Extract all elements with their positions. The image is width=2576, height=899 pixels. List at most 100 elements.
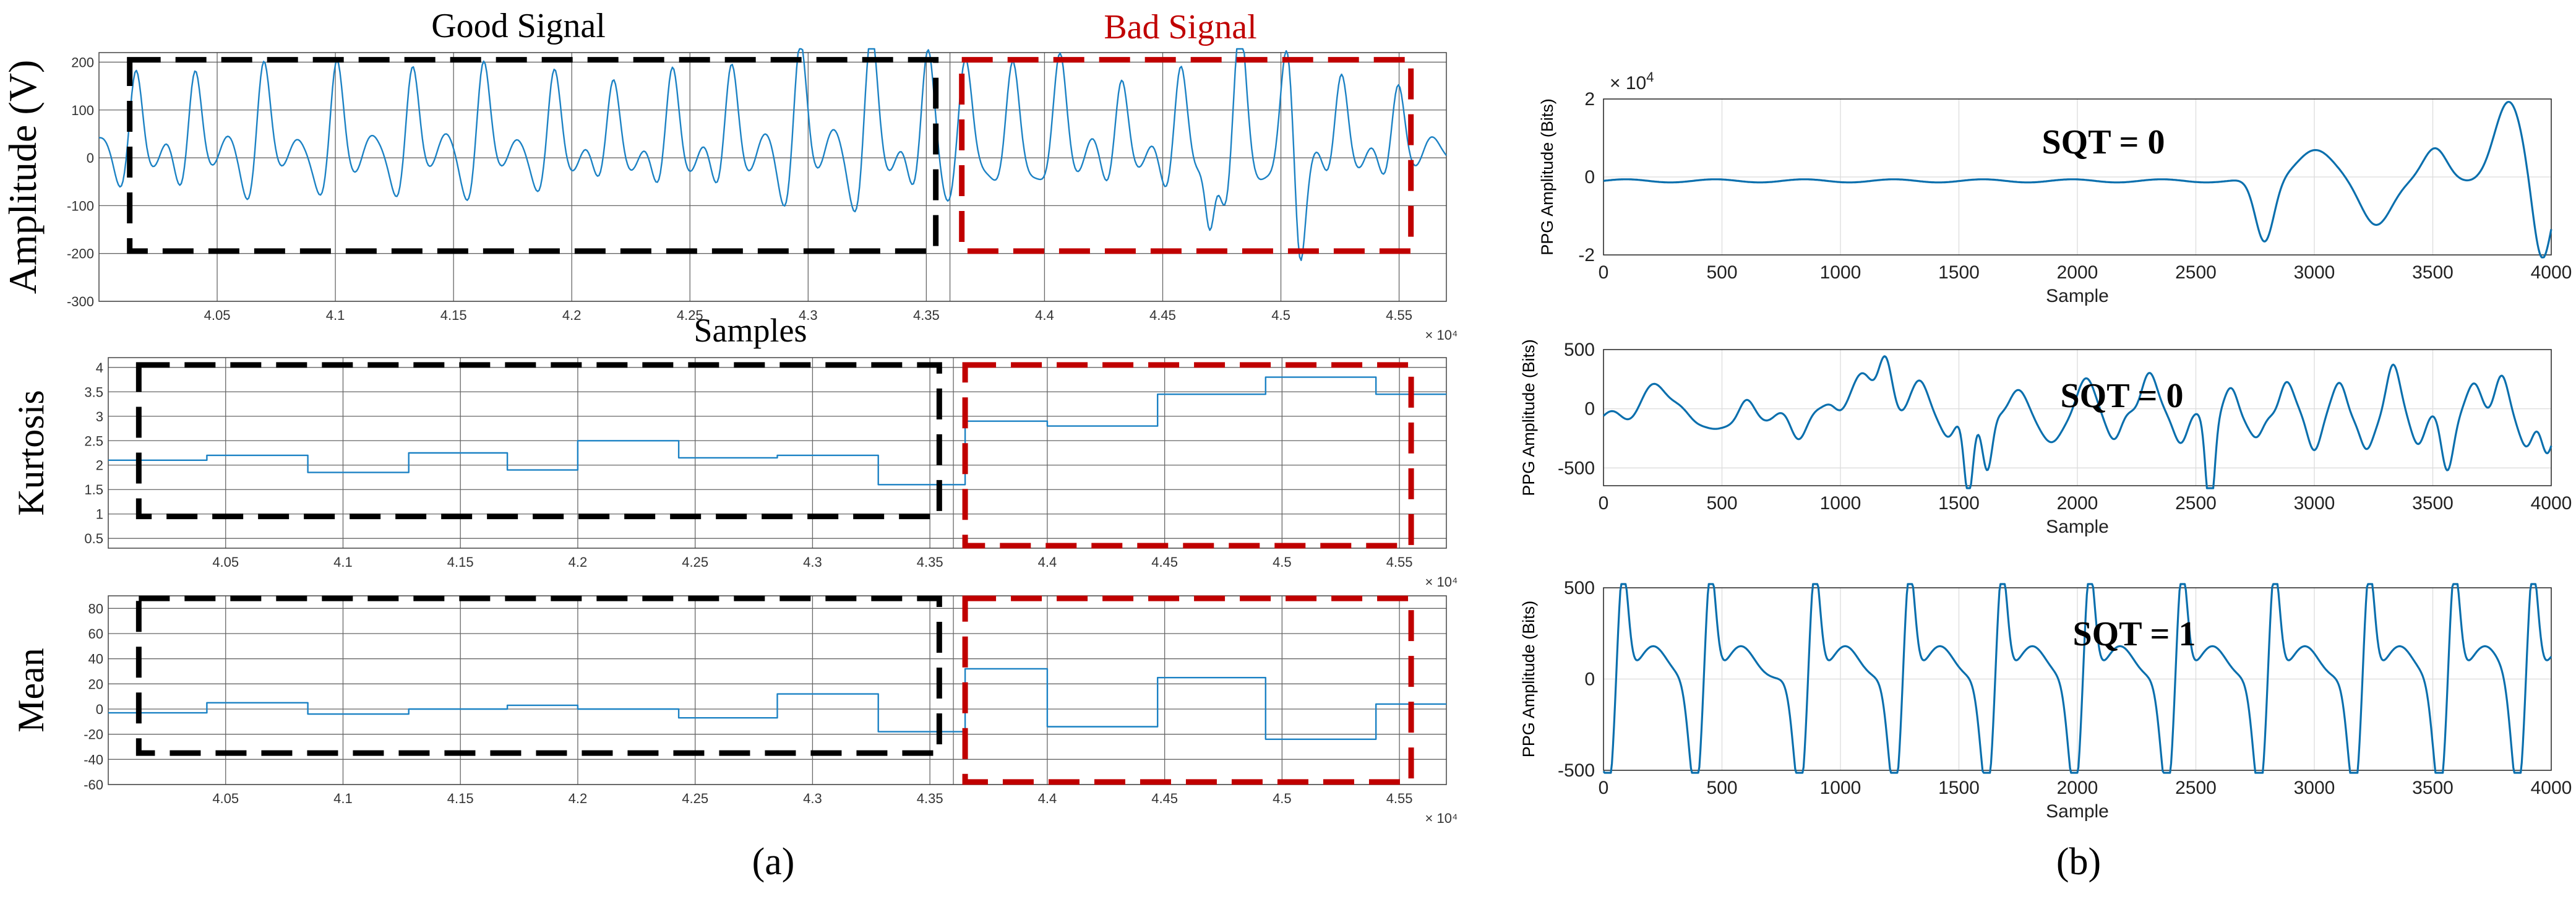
y-tick-label: 500 — [1564, 578, 1595, 598]
x-tick-label: 3500 — [2412, 493, 2454, 514]
x-tick-label: 4.35 — [917, 791, 943, 806]
ppg-panel-3: 0 500 1000 1500 2000 2500 3000 3500 4000-5000500… — [1519, 578, 2572, 822]
x-tick-label: 1500 — [1938, 493, 1980, 514]
y-axis-label: PPG Amplitude (Bits) — [1519, 339, 1538, 496]
samples-axis-label: Samples — [694, 312, 807, 349]
x-tick-label: 4.25 — [682, 791, 708, 806]
x-tick-label: 0 — [1599, 262, 1609, 283]
y-tick-label: -100 — [67, 198, 94, 213]
y-tick-label: 0 — [87, 150, 94, 166]
amplitude-panel: 4.05 4.1 4.15 4.2 4.25 4.3 4.35 4.4 4.45 4.5 4.55 -… — [1, 48, 1458, 343]
x-scale-label: × 10⁴ — [1425, 574, 1458, 590]
plot-frame — [108, 357, 1447, 549]
y-tick-label: -2 — [1578, 245, 1595, 265]
x-tick-label: 0 — [1599, 493, 1609, 514]
y-axis-label: Amplitude (V) — [1, 60, 45, 295]
x-scale-label: × 10⁴ — [1425, 811, 1458, 826]
x-axis-label: Sample — [2046, 801, 2109, 822]
x-tick-label: 4.15 — [440, 308, 467, 323]
y-tick-label: -300 — [67, 294, 94, 309]
y-scale-exponent: 4 — [1646, 69, 1654, 85]
sqt-annotation: SQT = 0 — [2042, 123, 2165, 161]
caption-a: (a) — [752, 841, 795, 883]
plot-frame — [1603, 349, 2552, 486]
good-signal-box — [135, 595, 942, 756]
x-tick-label: 4.4 — [1038, 554, 1057, 570]
x-tick-label: 2500 — [2175, 493, 2217, 514]
series-line — [1603, 101, 2552, 259]
sqt-annotation: SQT = 1 — [2073, 615, 2196, 653]
y-axis-label: Mean — [11, 648, 51, 733]
x-tick-label: 4.15 — [447, 791, 474, 806]
x-tick-label: 4.4 — [1038, 791, 1057, 806]
y-tick-label: -500 — [1558, 458, 1595, 478]
x-tick-label: 4.25 — [677, 308, 703, 323]
y-tick-label: 40 — [88, 652, 103, 667]
x-tick-label: 4.55 — [1386, 791, 1413, 806]
good-signal-box — [135, 362, 942, 520]
y-tick-label: 200 — [71, 54, 94, 70]
plot-frame — [1603, 98, 2552, 256]
good-signal-heading: Good Signal — [431, 7, 606, 45]
x-tick-label: 3500 — [2412, 262, 2454, 283]
x-tick-label: 4.3 — [803, 791, 822, 806]
y-tick-label: 2.5 — [84, 433, 103, 449]
ppg-panel-2: 0 500 1000 1500 2000 2500 3000 3500 4000-5000500… — [1519, 339, 2572, 537]
x-tick-label: 4.35 — [917, 554, 943, 570]
x-tick-label: 4.2 — [569, 791, 588, 806]
bad-signal-heading: Bad Signal — [1104, 8, 1256, 46]
y-tick-label: 80 — [88, 601, 103, 616]
x-tick-label: 4.3 — [803, 554, 822, 570]
y-tick-label: 60 — [88, 626, 103, 642]
x-tick-label: 1500 — [1938, 262, 1980, 283]
x-tick-label: 4.1 — [326, 308, 345, 323]
x-tick-label: 3500 — [2412, 778, 2454, 798]
x-scale-label: × 10⁴ — [1425, 327, 1458, 343]
y-tick-label: 0.5 — [84, 531, 103, 546]
y-tick-label: 500 — [1564, 340, 1595, 360]
y-axis-label: Kurtosis — [11, 390, 51, 515]
x-tick-label: 2000 — [2057, 778, 2098, 798]
y-axis-label: PPG Amplitude (Bits) — [1519, 601, 1538, 758]
series-line — [108, 376, 1446, 486]
x-tick-label: 3000 — [2294, 262, 2335, 283]
x-tick-label: 4000 — [2531, 262, 2572, 283]
x-tick-label: 4.45 — [1151, 791, 1178, 806]
x-tick-label: 4.45 — [1149, 308, 1176, 323]
x-tick-label: 4.4 — [1035, 308, 1054, 323]
x-tick-label: 4.5 — [1271, 308, 1290, 323]
caption-b: (b) — [2056, 841, 2101, 883]
x-tick-label: 3000 — [2294, 778, 2335, 798]
x-tick-label: 0 — [1599, 778, 1609, 798]
y-axis-label: PPG Amplitude (Bits) — [1538, 98, 1556, 256]
y-tick-label: 3.5 — [84, 384, 103, 400]
y-tick-label: 1.5 — [84, 482, 103, 497]
series-line — [98, 48, 1447, 261]
x-axis-label: Sample — [2046, 286, 2109, 306]
x-tick-label: 2500 — [2175, 262, 2217, 283]
x-tick-label: 4.15 — [447, 554, 474, 570]
y-tick-label: 4 — [96, 360, 103, 376]
x-tick-label: 2000 — [2057, 262, 2098, 283]
x-tick-label: 1000 — [1820, 262, 1861, 283]
x-tick-label: 500 — [1706, 493, 1737, 514]
x-tick-label: 500 — [1706, 262, 1737, 283]
x-tick-label: 2500 — [2175, 778, 2217, 798]
mean-panel: 4.05 4.1 4.15 4.2 4.25 4.3 4.35 4.4 4.45 4.5 4.55 -… — [11, 595, 1458, 826]
y-tick-label: 0 — [1584, 399, 1595, 419]
y-tick-label: 0 — [1584, 167, 1595, 187]
x-tick-label: 4.2 — [569, 554, 588, 570]
x-tick-label: 1000 — [1820, 778, 1861, 798]
plot-frame — [108, 595, 1447, 785]
x-tick-label: 1500 — [1938, 778, 1980, 798]
bad-signal-box — [959, 57, 1414, 254]
x-tick-label: 4.25 — [682, 554, 708, 570]
series-line — [1602, 583, 2552, 774]
x-tick-label: 4.1 — [333, 554, 353, 570]
y-tick-label: 0 — [1584, 669, 1595, 690]
y-tick-label: 20 — [88, 676, 103, 692]
x-tick-label: 4.35 — [913, 308, 940, 323]
x-tick-label: 4.05 — [204, 308, 231, 323]
y-tick-label: 2 — [1584, 89, 1595, 110]
